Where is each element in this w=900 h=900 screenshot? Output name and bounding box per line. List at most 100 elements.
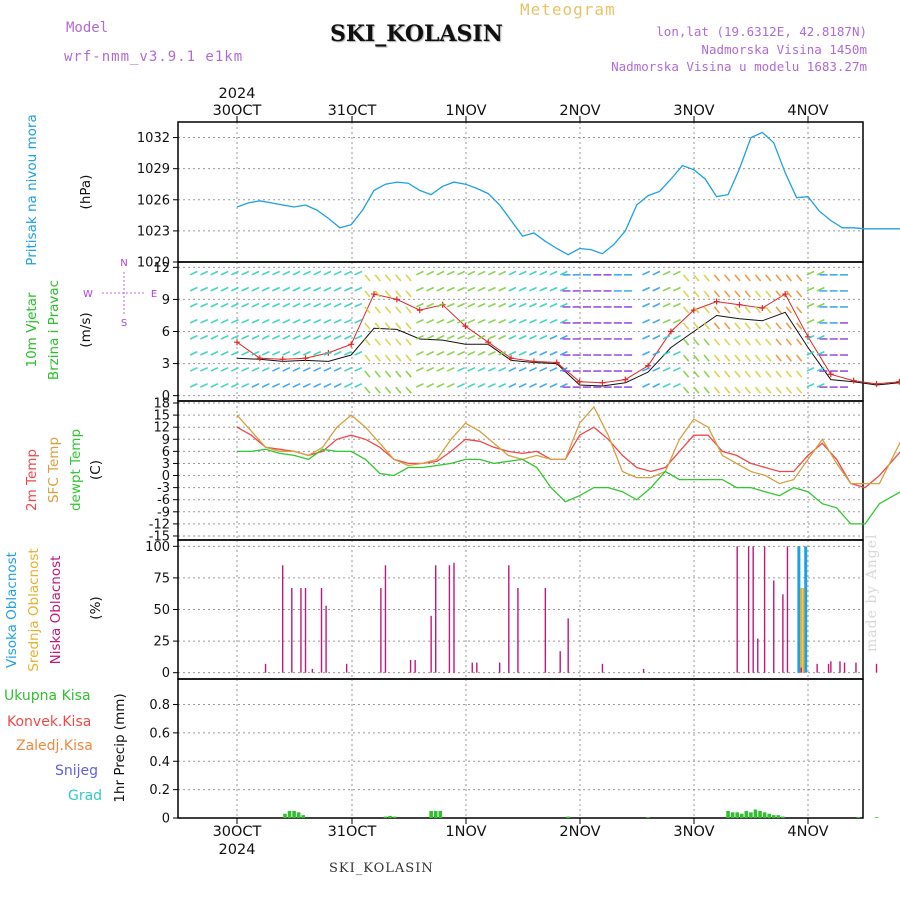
wind-barb-224 bbox=[487, 334, 496, 340]
wind-barb-141 bbox=[302, 350, 311, 356]
wind-barb-175 bbox=[652, 350, 661, 356]
cloud-ytick-label-0: 0 bbox=[162, 666, 170, 681]
wind-barb-46 bbox=[662, 382, 671, 388]
wind-barb-152 bbox=[415, 350, 424, 356]
wind-barb-307 bbox=[672, 318, 681, 324]
wind-barb-159 bbox=[487, 350, 496, 356]
wind-barb-135 bbox=[241, 350, 250, 356]
wind-barb-474 bbox=[384, 274, 392, 282]
cloud-bar-niska-25 bbox=[601, 663, 604, 673]
cloud-bar-niska-41 bbox=[839, 661, 841, 673]
cloud-panel: 0 25 50 75 100 Visoka Oblacnost Srednja Oblacn… bbox=[4, 539, 878, 681]
precip-bar-2 bbox=[292, 810, 296, 818]
wind-barb-287 bbox=[467, 318, 476, 324]
cloud-bar-niska-13 bbox=[430, 615, 432, 673]
wind-barb-423 bbox=[529, 286, 537, 292]
precip-bar-23 bbox=[771, 815, 776, 818]
wind-dir-s: S bbox=[121, 318, 127, 329]
wind-barb-482 bbox=[467, 270, 476, 276]
wind-barb-90 bbox=[446, 366, 455, 372]
wind-barb-112 bbox=[672, 366, 681, 372]
wind-barb-162 bbox=[518, 350, 527, 356]
wind-barb-158 bbox=[477, 350, 486, 356]
wind-barb-10 bbox=[292, 382, 301, 388]
wind-barb-448 bbox=[785, 290, 793, 298]
top-day-label-1: 31OCT bbox=[328, 103, 377, 119]
wind-barb-18 bbox=[374, 386, 381, 394]
wind-barb-176 bbox=[662, 350, 671, 356]
wind-barb-467 bbox=[313, 270, 322, 276]
pressure-ytick-label-3: 1029 bbox=[137, 162, 170, 177]
wind-barb-468 bbox=[323, 270, 332, 276]
cloud-bar-niska-39 bbox=[827, 663, 830, 673]
wind-barb-355 bbox=[498, 302, 507, 308]
cloud-bar-niska-12 bbox=[414, 660, 416, 673]
precip-ytick-label-0: 0 bbox=[162, 812, 170, 827]
pressure-ytick-label-0: 1020 bbox=[137, 256, 170, 271]
wind-barb-336 bbox=[302, 302, 311, 308]
cloud-bar-niska-30 bbox=[747, 546, 750, 673]
wind-barb-399 bbox=[282, 286, 291, 292]
wind-barb-414 bbox=[436, 286, 445, 292]
wind-barb-293 bbox=[529, 318, 537, 324]
wind-barb-274 bbox=[333, 318, 342, 324]
wind-gust-marker-17 bbox=[622, 376, 629, 383]
wind-barb-57 bbox=[775, 386, 782, 394]
wind-barb-487 bbox=[518, 270, 527, 276]
precip-legend-3: Snijeg bbox=[55, 763, 98, 779]
wind-barb-308 bbox=[682, 322, 690, 330]
wind-barb-54 bbox=[744, 386, 751, 394]
wind-barb-215 bbox=[395, 338, 402, 346]
wind-barb-421 bbox=[508, 286, 517, 292]
cloud-bar-niska-28 bbox=[642, 668, 645, 673]
wind-barb-499 bbox=[642, 270, 651, 276]
wind-barb-83 bbox=[374, 370, 381, 378]
wind-barb-153 bbox=[426, 350, 435, 356]
cloud-ytick-label-2: 50 bbox=[153, 603, 170, 618]
wind-barb-4 bbox=[230, 382, 239, 388]
precip-legend-2: Zaledj.Kisa bbox=[16, 738, 93, 754]
wind-barb-116 bbox=[713, 370, 721, 378]
wind-series-0 bbox=[236, 311, 900, 387]
temperature-ytick-label-2: -9 bbox=[157, 505, 170, 520]
cloud-bar-niska-16 bbox=[453, 562, 455, 673]
cloud-bar-niska-5 bbox=[311, 668, 314, 673]
wind-barb-56 bbox=[765, 386, 772, 394]
wind-barb-486 bbox=[508, 270, 517, 276]
wind-barb-84 bbox=[384, 370, 392, 378]
cloud-bar-niska-32 bbox=[757, 638, 759, 673]
precip-bar-9 bbox=[433, 810, 438, 818]
pressure-label-0: Pritisak na nivou mora bbox=[24, 114, 40, 265]
wind-barb-146 bbox=[354, 350, 363, 356]
wind-barb-223 bbox=[477, 334, 486, 340]
wind-dir-cross bbox=[102, 272, 146, 316]
temperature-ytick-label-4: -3 bbox=[157, 481, 170, 496]
wind-barb-476 bbox=[405, 274, 412, 282]
wind-barb-345 bbox=[395, 306, 402, 314]
wind-barb-386 bbox=[816, 302, 825, 308]
wind-barb-469 bbox=[333, 270, 342, 276]
wind-barb-219 bbox=[436, 334, 445, 340]
wind-barb-450 bbox=[806, 286, 815, 292]
wind-barb-379 bbox=[744, 306, 751, 314]
wind-barb-195 bbox=[189, 334, 198, 340]
temperature-ytick-label-7: 6 bbox=[162, 445, 170, 460]
wind-barb-196 bbox=[200, 334, 209, 340]
wind-barb-415 bbox=[446, 286, 455, 292]
wind-barb-439 bbox=[693, 290, 700, 298]
wind-barb-25 bbox=[446, 382, 455, 388]
wind-barb-161 bbox=[508, 350, 517, 356]
wind-barb-117 bbox=[724, 370, 731, 378]
wind-barb-271 bbox=[302, 318, 311, 324]
wind-barb-275 bbox=[344, 318, 352, 324]
wind-barb-200 bbox=[241, 334, 250, 340]
wind-barb-157 bbox=[467, 350, 476, 356]
wind-barb-126 bbox=[816, 366, 825, 372]
wind-barb-230 bbox=[549, 334, 558, 340]
wind-barb-331 bbox=[251, 302, 260, 308]
wind-barb-373 bbox=[682, 306, 690, 314]
wind-barb-337 bbox=[313, 302, 322, 308]
wind-gust-marker-16 bbox=[599, 379, 606, 386]
cloud-bar-niska-11 bbox=[409, 660, 412, 673]
wind-barb-0 bbox=[189, 382, 198, 388]
